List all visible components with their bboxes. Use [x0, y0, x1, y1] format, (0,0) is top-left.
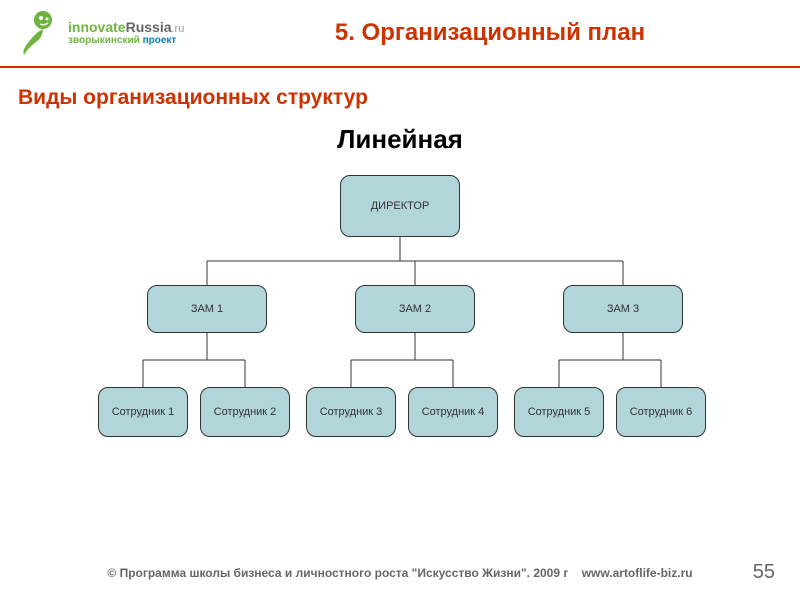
logo-text: innovateRussia.ru зворыкинский проект [68, 20, 184, 46]
chart-title: Линейная [0, 124, 800, 155]
org-node-e5: Сотрудник 5 [514, 387, 604, 437]
org-node-e1: Сотрудник 1 [98, 387, 188, 437]
page-title: 5. Организационный план [220, 19, 800, 47]
org-node-director: ДИРЕКТОР [340, 175, 460, 237]
org-node-e4: Сотрудник 4 [408, 387, 498, 437]
logo: innovateRussia.ru зворыкинский проект [0, 7, 220, 59]
footer-copyright: © Программа школы бизнеса и личностного … [107, 566, 568, 580]
logo-line2a: зворыкинский [68, 35, 143, 46]
subtitle: Виды организационных структур [0, 68, 800, 110]
org-node-zam3: ЗАМ 3 [563, 285, 683, 333]
org-chart: ДИРЕКТОРЗАМ 1ЗАМ 2ЗАМ 3Сотрудник 1Сотруд… [0, 155, 800, 485]
org-node-zam1: ЗАМ 1 [147, 285, 267, 333]
page-number: 55 [753, 561, 775, 584]
logo-icon [10, 7, 62, 59]
logo-word2: Russia [126, 19, 172, 35]
logo-word1: innovate [68, 19, 126, 35]
org-node-zam2: ЗАМ 2 [355, 285, 475, 333]
logo-line2b: проект [143, 35, 177, 46]
header: innovateRussia.ru зворыкинский проект 5.… [0, 0, 800, 68]
footer-url: www.artoflife-biz.ru [582, 566, 693, 580]
footer: © Программа школы бизнеса и личностного … [0, 566, 800, 580]
logo-tld: .ru [172, 23, 185, 35]
org-node-e2: Сотрудник 2 [200, 387, 290, 437]
org-node-e6: Сотрудник 6 [616, 387, 706, 437]
org-node-e3: Сотрудник 3 [306, 387, 396, 437]
